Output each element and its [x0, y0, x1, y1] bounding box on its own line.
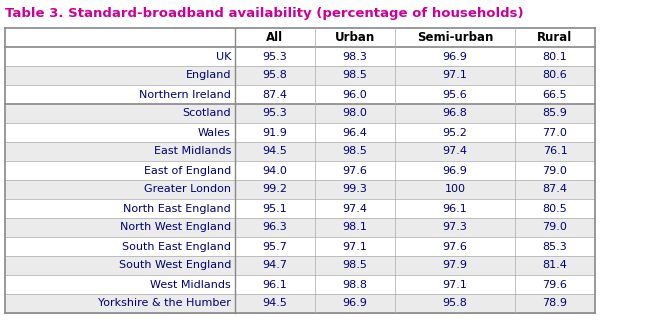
Text: 96.1: 96.1 — [263, 280, 287, 290]
Bar — [5, 199, 595, 218]
Text: 97.6: 97.6 — [443, 241, 468, 251]
Text: 94.7: 94.7 — [263, 261, 287, 271]
Bar — [5, 66, 595, 85]
Text: 95.3: 95.3 — [263, 108, 287, 118]
Text: 97.9: 97.9 — [442, 261, 468, 271]
Text: 95.8: 95.8 — [443, 299, 468, 308]
Text: Scotland: Scotland — [182, 108, 231, 118]
Text: 96.8: 96.8 — [443, 108, 468, 118]
Text: East Midlands: East Midlands — [153, 146, 231, 157]
Bar — [5, 180, 595, 199]
Bar — [5, 161, 595, 180]
Text: 78.9: 78.9 — [543, 299, 567, 308]
Text: 98.5: 98.5 — [342, 146, 367, 157]
Bar — [5, 28, 595, 47]
Text: 87.4: 87.4 — [543, 185, 567, 195]
Text: Northern Ireland: Northern Ireland — [139, 90, 231, 100]
Bar — [5, 47, 595, 66]
Bar — [5, 218, 595, 237]
Text: 99.2: 99.2 — [263, 185, 287, 195]
Bar — [5, 104, 595, 123]
Text: 79.0: 79.0 — [543, 166, 567, 176]
Text: 98.0: 98.0 — [342, 108, 367, 118]
Text: 76.1: 76.1 — [543, 146, 567, 157]
Text: 80.1: 80.1 — [543, 51, 567, 62]
Bar — [5, 275, 595, 294]
Text: 85.9: 85.9 — [543, 108, 567, 118]
Text: 98.8: 98.8 — [342, 280, 368, 290]
Text: 66.5: 66.5 — [543, 90, 567, 100]
Bar — [5, 237, 595, 256]
Text: 87.4: 87.4 — [263, 90, 287, 100]
Text: 95.1: 95.1 — [263, 204, 287, 213]
Text: Yorkshire & the Humber: Yorkshire & the Humber — [98, 299, 231, 308]
Text: 77.0: 77.0 — [543, 127, 567, 137]
Text: 95.6: 95.6 — [443, 90, 468, 100]
Text: 79.0: 79.0 — [543, 222, 567, 232]
Text: Wales: Wales — [198, 127, 231, 137]
Text: 96.9: 96.9 — [443, 51, 468, 62]
Text: 97.4: 97.4 — [342, 204, 368, 213]
Text: 80.5: 80.5 — [543, 204, 567, 213]
Text: 97.1: 97.1 — [443, 71, 468, 81]
Text: 97.6: 97.6 — [342, 166, 367, 176]
Text: All: All — [267, 31, 283, 44]
Text: 79.6: 79.6 — [543, 280, 567, 290]
Text: England: England — [186, 71, 231, 81]
Text: 96.9: 96.9 — [443, 166, 468, 176]
Text: 94.5: 94.5 — [263, 299, 287, 308]
Text: 97.1: 97.1 — [342, 241, 367, 251]
Text: East of England: East of England — [144, 166, 231, 176]
Text: Semi-urban: Semi-urban — [417, 31, 493, 44]
Text: 96.3: 96.3 — [263, 222, 287, 232]
Text: 98.5: 98.5 — [342, 261, 367, 271]
Text: North West England: North West England — [120, 222, 231, 232]
Bar — [5, 256, 595, 275]
Text: West Midlands: West Midlands — [150, 280, 231, 290]
Text: 96.0: 96.0 — [342, 90, 367, 100]
Text: Urban: Urban — [335, 31, 375, 44]
Text: 95.7: 95.7 — [263, 241, 287, 251]
Text: 97.3: 97.3 — [443, 222, 468, 232]
Text: Rural: Rural — [537, 31, 573, 44]
Text: 99.3: 99.3 — [342, 185, 367, 195]
Text: 98.5: 98.5 — [342, 71, 367, 81]
Text: 96.4: 96.4 — [342, 127, 367, 137]
Text: 81.4: 81.4 — [543, 261, 567, 271]
Text: 96.1: 96.1 — [443, 204, 468, 213]
Text: Greater London: Greater London — [144, 185, 231, 195]
Text: 97.4: 97.4 — [442, 146, 468, 157]
Text: South West England: South West England — [119, 261, 231, 271]
Text: 97.1: 97.1 — [443, 280, 468, 290]
Text: 96.9: 96.9 — [342, 299, 367, 308]
Text: North East England: North East England — [123, 204, 231, 213]
Text: 80.6: 80.6 — [543, 71, 567, 81]
Text: 94.0: 94.0 — [263, 166, 287, 176]
Bar — [5, 142, 595, 161]
Text: 98.1: 98.1 — [342, 222, 367, 232]
Text: 91.9: 91.9 — [263, 127, 287, 137]
Text: 94.5: 94.5 — [263, 146, 287, 157]
Text: 85.3: 85.3 — [543, 241, 567, 251]
Text: 95.8: 95.8 — [263, 71, 287, 81]
Text: 100: 100 — [444, 185, 466, 195]
Text: 95.3: 95.3 — [263, 51, 287, 62]
Text: 95.2: 95.2 — [443, 127, 468, 137]
Bar — [5, 123, 595, 142]
Text: UK: UK — [216, 51, 231, 62]
Bar — [5, 294, 595, 313]
Text: South East England: South East England — [122, 241, 231, 251]
Text: 98.3: 98.3 — [342, 51, 367, 62]
Bar — [5, 85, 595, 104]
Text: Table 3. Standard-broadband availability (percentage of households): Table 3. Standard-broadband availability… — [5, 6, 524, 20]
